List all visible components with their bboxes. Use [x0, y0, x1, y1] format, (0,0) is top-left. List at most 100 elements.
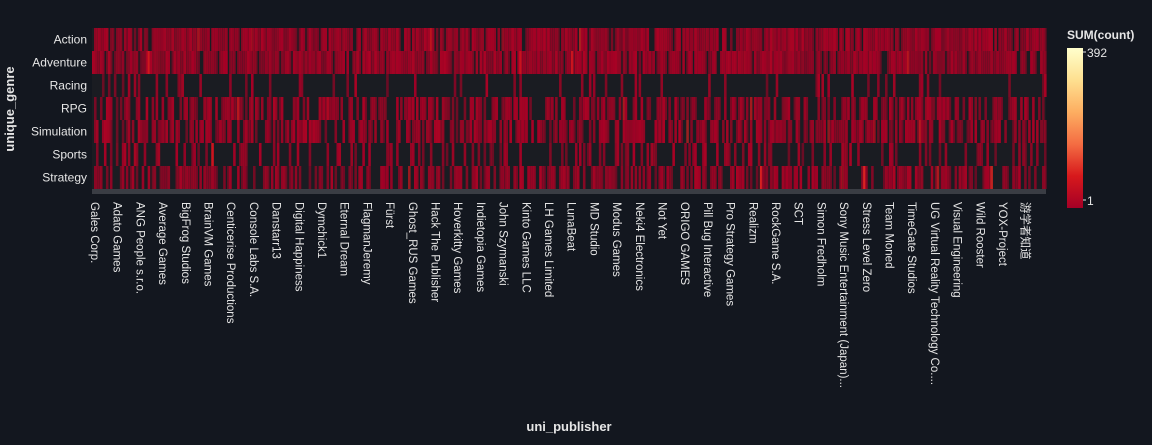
heatmap-cell[interactable]: [415, 166, 419, 189]
heatmap-cell[interactable]: [302, 51, 306, 74]
heatmap-cell[interactable]: [372, 28, 375, 51]
heatmap-cell[interactable]: [817, 51, 821, 74]
heatmap-cell[interactable]: [769, 51, 773, 74]
heatmap-cell[interactable]: [906, 28, 910, 51]
heatmap-cell[interactable]: [350, 28, 353, 51]
heatmap-cell[interactable]: [978, 28, 982, 51]
heatmap-cell[interactable]: [380, 28, 383, 51]
heatmap-cell[interactable]: [722, 120, 725, 143]
heatmap-cell[interactable]: [660, 74, 664, 97]
heatmap-cell[interactable]: [735, 120, 739, 143]
heatmap-cell[interactable]: [288, 166, 292, 189]
heatmap-cell[interactable]: [952, 51, 956, 74]
heatmap-cell[interactable]: [334, 97, 338, 120]
heatmap-cell[interactable]: [783, 28, 787, 51]
heatmap-cell[interactable]: [743, 51, 747, 74]
heatmap-cell[interactable]: [968, 28, 972, 51]
heatmap-cell[interactable]: [737, 166, 741, 189]
heatmap-cell[interactable]: [243, 120, 246, 143]
heatmap-cell[interactable]: [292, 97, 296, 120]
heatmap-cell[interactable]: [598, 166, 602, 189]
heatmap-cell[interactable]: [678, 28, 681, 51]
heatmap-cell[interactable]: [431, 166, 435, 189]
heatmap-cell[interactable]: [869, 51, 872, 74]
heatmap-cell[interactable]: [912, 51, 916, 74]
heatmap-cell[interactable]: [624, 143, 628, 166]
heatmap-cell[interactable]: [449, 120, 453, 143]
heatmap-cell[interactable]: [910, 28, 914, 51]
heatmap-cell[interactable]: [1044, 166, 1047, 189]
heatmap-cell[interactable]: [175, 166, 179, 189]
heatmap-cell[interactable]: [463, 28, 467, 51]
heatmap-cell[interactable]: [487, 28, 491, 51]
heatmap-cell[interactable]: [1028, 120, 1031, 143]
heatmap-cell[interactable]: [718, 97, 721, 120]
heatmap-cell[interactable]: [101, 120, 105, 143]
heatmap-cell[interactable]: [258, 51, 262, 74]
heatmap-cell[interactable]: [676, 28, 679, 51]
heatmap-cell[interactable]: [507, 166, 510, 189]
heatmap-cell[interactable]: [894, 143, 898, 166]
heatmap-cell[interactable]: [1032, 51, 1035, 74]
heatmap-cell[interactable]: [831, 51, 834, 74]
heatmap-cell[interactable]: [964, 51, 968, 74]
heatmap-cell[interactable]: [286, 28, 290, 51]
heatmap-cell[interactable]: [374, 51, 377, 74]
heatmap-cell[interactable]: [346, 51, 349, 74]
heatmap-cell[interactable]: [515, 120, 518, 143]
heatmap-cell[interactable]: [883, 97, 886, 120]
heatmap-cell[interactable]: [1008, 51, 1011, 74]
heatmap-cell[interactable]: [117, 28, 121, 51]
heatmap-cell[interactable]: [877, 51, 880, 74]
heatmap-cell[interactable]: [300, 51, 304, 74]
heatmap-cell[interactable]: [976, 28, 980, 51]
heatmap-cell[interactable]: [539, 28, 542, 51]
heatmap-cell[interactable]: [223, 97, 226, 120]
heatmap-cell[interactable]: [837, 120, 840, 143]
heatmap-cell[interactable]: [483, 97, 487, 120]
heatmap-cell[interactable]: [197, 143, 200, 166]
heatmap-cell[interactable]: [942, 28, 946, 51]
heatmap-cell[interactable]: [268, 51, 272, 74]
heatmap-cell[interactable]: [388, 51, 391, 74]
heatmap-cell[interactable]: [604, 74, 608, 97]
heatmap-cell[interactable]: [604, 51, 608, 74]
heatmap-cell[interactable]: [859, 120, 862, 143]
heatmap-cell[interactable]: [829, 143, 832, 166]
heatmap-cell[interactable]: [668, 120, 671, 143]
heatmap-cell[interactable]: [855, 120, 858, 143]
heatmap-cell[interactable]: [825, 28, 828, 51]
heatmap-cell[interactable]: [318, 166, 322, 189]
heatmap-cell[interactable]: [570, 51, 574, 74]
heatmap-cell[interactable]: [193, 28, 196, 51]
heatmap-cell[interactable]: [380, 166, 383, 189]
heatmap-cell[interactable]: [702, 120, 705, 143]
heatmap-cell[interactable]: [672, 143, 675, 166]
heatmap-cell[interactable]: [628, 120, 632, 143]
heatmap-cell[interactable]: [821, 120, 824, 143]
heatmap-cell[interactable]: [916, 97, 920, 120]
heatmap-cell[interactable]: [592, 166, 596, 189]
heatmap-cell[interactable]: [978, 51, 982, 74]
heatmap-cell[interactable]: [608, 97, 612, 120]
heatmap-cell[interactable]: [1024, 28, 1027, 51]
heatmap-cell[interactable]: [906, 51, 910, 74]
heatmap-cell[interactable]: [624, 166, 628, 189]
heatmap-cell[interactable]: [602, 28, 606, 51]
heatmap-cell[interactable]: [294, 28, 298, 51]
heatmap-cell[interactable]: [986, 143, 989, 166]
heatmap-cell[interactable]: [606, 97, 610, 120]
heatmap-cell[interactable]: [765, 51, 769, 74]
heatmap-cell[interactable]: [787, 166, 791, 189]
heatmap-cell[interactable]: [336, 143, 340, 166]
heatmap-cell[interactable]: [906, 166, 910, 189]
heatmap-cell[interactable]: [151, 28, 155, 51]
heatmap-cell[interactable]: [266, 97, 270, 120]
heatmap-cell[interactable]: [592, 74, 596, 97]
heatmap-cell[interactable]: [596, 51, 600, 74]
heatmap-cell[interactable]: [121, 74, 125, 97]
heatmap-cell[interactable]: [324, 28, 328, 51]
heatmap-cell[interactable]: [294, 166, 298, 189]
heatmap-cell[interactable]: [765, 74, 769, 97]
heatmap-cell[interactable]: [109, 166, 113, 189]
